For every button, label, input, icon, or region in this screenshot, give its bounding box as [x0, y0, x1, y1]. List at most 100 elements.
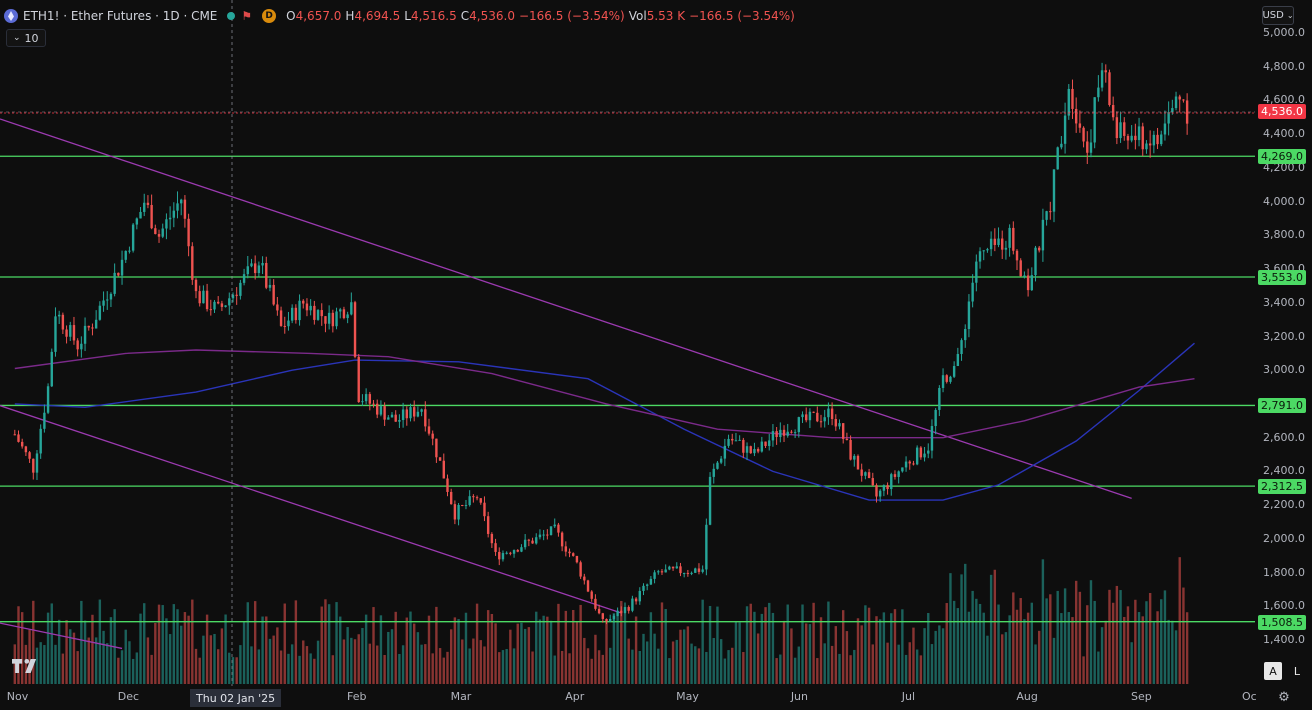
support-level-tag: 2,791.0: [1258, 398, 1306, 414]
candle-body: [120, 259, 124, 276]
volume-bar: [372, 607, 375, 684]
gear-icon[interactable]: ⚙: [1278, 689, 1290, 705]
volume-bar: [43, 645, 46, 684]
candle-body: [91, 327, 94, 329]
candle-body: [453, 504, 457, 520]
volume-bar: [997, 604, 1000, 684]
ohlc-value: −166.5 (−3.54%): [518, 9, 625, 23]
volume-bar: [694, 646, 697, 684]
volume-bar: [531, 651, 534, 684]
candle-body: [276, 304, 279, 311]
volume-bar: [483, 646, 486, 684]
candle-body: [653, 572, 656, 579]
volume-bar: [978, 603, 982, 684]
candle-body: [327, 312, 331, 324]
volume-bar: [886, 642, 889, 684]
volume-bar: [1137, 612, 1141, 684]
candle-body: [1141, 126, 1144, 150]
volume-bar: [157, 604, 161, 684]
volume-bar: [941, 628, 945, 684]
volume-bar: [971, 590, 974, 684]
candle-body: [882, 485, 886, 491]
candle-body: [712, 468, 715, 477]
volume-bar: [24, 644, 28, 684]
candle-body: [1019, 260, 1022, 277]
price-axis-label: 2,600.0: [1263, 430, 1305, 444]
volume-bar: [498, 652, 501, 684]
candle-body: [989, 238, 993, 250]
candle-body: [575, 555, 579, 563]
candle-body: [668, 566, 671, 570]
candle-body: [956, 354, 960, 367]
chevron-down-icon: ⌄: [13, 33, 21, 43]
candle-body: [1171, 108, 1174, 113]
volume-bar: [919, 655, 923, 684]
tradingview-logo[interactable]: [12, 657, 40, 675]
candle-body: [827, 408, 830, 418]
volume-bar: [952, 600, 956, 684]
time-axis-label: Nov: [6, 690, 29, 703]
candle-body: [531, 540, 534, 544]
log-scale-button[interactable]: L: [1293, 664, 1301, 678]
volume-bar: [1049, 594, 1052, 684]
volume-bar: [801, 604, 804, 684]
volume-bar: [435, 606, 438, 684]
candle-body: [841, 423, 845, 439]
candle-body: [416, 411, 420, 417]
volume-bar: [568, 653, 571, 684]
ohlc-key: C: [460, 9, 470, 23]
candle-body: [424, 409, 427, 427]
candle-body: [856, 455, 860, 470]
candle-body: [220, 303, 224, 307]
candle-body: [231, 294, 235, 299]
candle-body: [20, 441, 24, 447]
volume-bar: [808, 624, 812, 684]
candle-body: [601, 613, 605, 619]
volume-bar: [1060, 613, 1063, 684]
volume-bar: [753, 611, 756, 684]
volume-bar: [1045, 598, 1048, 684]
candle-body: [1134, 135, 1137, 141]
candle-body: [1182, 99, 1185, 101]
volume-bar: [1123, 616, 1126, 684]
candle-body: [816, 412, 819, 422]
volume-bar: [239, 645, 242, 684]
candle-body: [572, 553, 575, 556]
support-level-tag: 3,553.0: [1258, 269, 1306, 285]
volume-bar: [1030, 602, 1034, 684]
symbol-title[interactable]: ETH1! · Ether Futures · 1D · CME: [23, 9, 218, 23]
candle-body: [971, 282, 974, 302]
candle-body: [860, 469, 863, 476]
candle-body: [353, 302, 357, 357]
volume-bar: [364, 614, 368, 684]
auto-scale-button[interactable]: A: [1264, 662, 1282, 680]
volume-bar: [912, 627, 915, 684]
candle-body: [176, 203, 179, 211]
flag-icon[interactable]: ⚑: [241, 9, 253, 23]
candle-body: [612, 615, 616, 619]
candle-body: [886, 485, 889, 490]
volume-bar: [246, 602, 249, 684]
candle-body: [546, 534, 549, 536]
delayed-data-badge[interactable]: D: [262, 9, 277, 23]
volume-bar: [224, 614, 227, 684]
volume-bar: [779, 654, 782, 684]
candle-body: [165, 219, 168, 229]
candle-body: [1074, 108, 1078, 124]
candle-body: [834, 419, 838, 427]
volume-bar: [1004, 632, 1008, 684]
candle-body: [993, 238, 997, 245]
volume-bar: [453, 617, 457, 684]
volume-bar: [930, 644, 934, 684]
candle-body: [13, 434, 16, 436]
volume-bar: [150, 654, 153, 684]
candle-body: [649, 578, 653, 585]
indicator-toggle[interactable]: ⌄ 10: [6, 29, 46, 47]
currency-button[interactable]: USD ⌄: [1262, 6, 1294, 25]
candle-body: [1097, 87, 1100, 98]
volume-bar: [198, 657, 201, 684]
volume-bar: [538, 619, 542, 684]
candle-body: [1126, 135, 1130, 141]
volume-bar: [853, 649, 856, 684]
